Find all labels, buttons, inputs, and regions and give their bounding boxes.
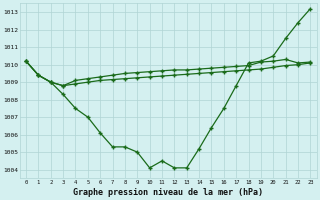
X-axis label: Graphe pression niveau de la mer (hPa): Graphe pression niveau de la mer (hPa) (73, 188, 263, 197)
